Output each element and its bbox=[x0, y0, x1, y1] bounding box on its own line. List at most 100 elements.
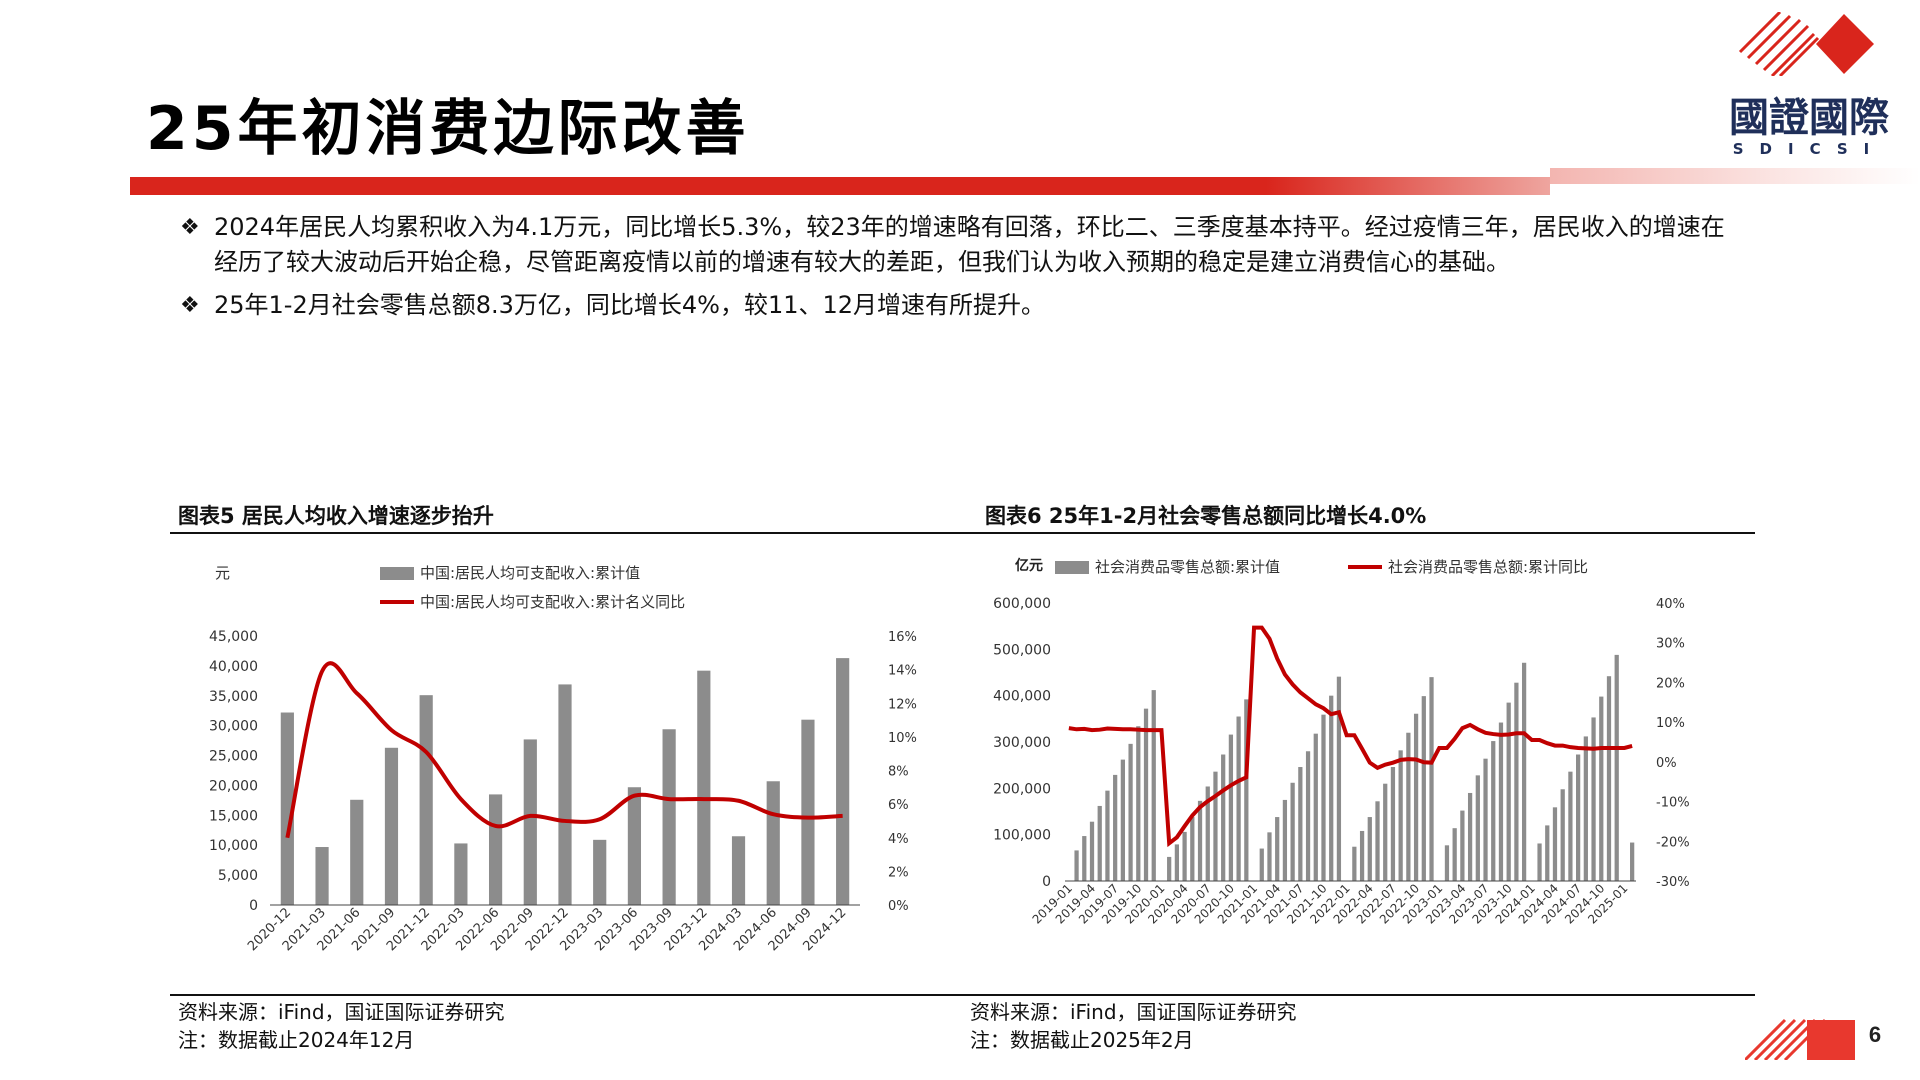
bar bbox=[836, 658, 850, 905]
y-tick-label: 15,000 bbox=[209, 808, 258, 824]
y-tick-label: 25,000 bbox=[209, 749, 258, 765]
bar bbox=[1336, 676, 1342, 881]
bar bbox=[1182, 831, 1187, 881]
y2-tick-label: 12% bbox=[888, 697, 917, 712]
bar bbox=[1560, 789, 1565, 881]
y-tick-label: 200,000 bbox=[993, 781, 1051, 797]
bar bbox=[1591, 717, 1596, 881]
bullet-diamond-icon: ❖ bbox=[180, 293, 200, 318]
bar bbox=[1205, 786, 1210, 881]
bar bbox=[488, 794, 503, 905]
bar bbox=[1359, 830, 1365, 881]
y-tick-label: 0 bbox=[249, 898, 258, 914]
header-band-light bbox=[1550, 168, 1920, 184]
y2-tick-label: 16% bbox=[888, 630, 917, 645]
bullet-list: ❖ 2024年居民人均累积收入为4.1万元，同比增长5.3%，较23年的增速略有… bbox=[180, 210, 1740, 331]
figure-6-source: 资料来源：iFind，国证国际证券研究 注：数据截止2025年2月 bbox=[970, 998, 1297, 1054]
page-title: 25年初消费边际改善 bbox=[146, 94, 750, 164]
bar bbox=[801, 719, 815, 905]
retail-sales-chart: 亿元 社会消费品零售总额:累计值 社会消费品零售总额:累计同比 600,000 50… bbox=[993, 557, 1690, 927]
bar bbox=[1421, 696, 1426, 881]
bar bbox=[1367, 817, 1372, 881]
y2-tick-label: 20% bbox=[1656, 676, 1685, 691]
bar bbox=[1576, 754, 1581, 881]
bar bbox=[419, 695, 433, 905]
bar bbox=[593, 839, 607, 905]
bar bbox=[1329, 695, 1334, 881]
bar bbox=[1267, 832, 1272, 881]
bar bbox=[1105, 790, 1110, 881]
legend-label: 中国:居民人均可支配收入:累计名义同比 bbox=[420, 593, 685, 611]
bar bbox=[1390, 767, 1396, 881]
bar bbox=[454, 843, 468, 905]
bar bbox=[1136, 726, 1141, 881]
bar bbox=[1097, 805, 1102, 881]
bullet-text: 25年1-2月社会零售总额8.3万亿，同比增长4%，较11、12月增速有所提升。 bbox=[214, 291, 1046, 319]
y2-tick-label: -20% bbox=[1656, 835, 1690, 850]
bar bbox=[1406, 732, 1411, 881]
y-axis-unit-label: 元 bbox=[215, 564, 230, 582]
bar bbox=[1483, 758, 1488, 881]
y2-tick-label: 6% bbox=[888, 798, 909, 813]
bar bbox=[1599, 696, 1604, 881]
retail-growth-line bbox=[1068, 625, 1633, 848]
bar bbox=[1514, 682, 1519, 881]
bullet-text: 2024年居民人均累积收入为4.1万元，同比增长5.3%，较23年的增速略有回落… bbox=[214, 213, 1725, 276]
y-tick-label: 100,000 bbox=[993, 828, 1051, 844]
bar bbox=[1630, 842, 1635, 881]
bar bbox=[1213, 771, 1218, 881]
legend-label: 中国:居民人均可支配收入:累计值 bbox=[420, 564, 640, 582]
bar bbox=[1120, 759, 1125, 881]
bar bbox=[1429, 677, 1434, 881]
bar bbox=[1398, 750, 1403, 881]
y2-tick-label: -10% bbox=[1656, 796, 1690, 811]
y2-tick-label: 14% bbox=[888, 664, 917, 679]
page-number: 6 bbox=[1868, 1022, 1882, 1047]
legend-bar-swatch bbox=[1055, 561, 1089, 574]
y-tick-label: 500,000 bbox=[993, 642, 1051, 658]
bar bbox=[1174, 844, 1180, 881]
legend-bar-swatch bbox=[380, 567, 414, 580]
bar bbox=[662, 729, 676, 905]
bullet-diamond-icon: ❖ bbox=[180, 215, 200, 240]
bar bbox=[1545, 825, 1550, 881]
legend-label: 社会消费品零售总额:累计同比 bbox=[1388, 558, 1588, 576]
source-line: 资料来源：iFind，国证国际证券研究 bbox=[970, 1000, 1297, 1024]
bar bbox=[766, 781, 780, 905]
figure-top-rule bbox=[170, 532, 1755, 534]
bar bbox=[558, 684, 572, 905]
bar bbox=[1467, 792, 1473, 881]
bar bbox=[1151, 690, 1156, 881]
bar bbox=[1375, 801, 1380, 881]
bullet-item: ❖ 2024年居民人均累积收入为4.1万元，同比增长5.3%，较23年的增速略有… bbox=[180, 210, 1740, 280]
y2-tick-label: 10% bbox=[888, 731, 917, 746]
bar bbox=[1383, 783, 1388, 881]
logo-text: 國證國際 bbox=[1729, 94, 1889, 141]
bar bbox=[1568, 771, 1573, 881]
y-tick-label: 600,000 bbox=[993, 596, 1051, 612]
bar bbox=[1074, 850, 1079, 881]
bar bbox=[280, 712, 294, 905]
bar bbox=[1290, 782, 1295, 881]
bar bbox=[731, 836, 746, 905]
bar bbox=[1475, 775, 1480, 881]
y2-tick-label: 2% bbox=[888, 865, 909, 880]
header-band bbox=[130, 177, 1550, 195]
bar bbox=[1352, 846, 1357, 881]
bar bbox=[1498, 722, 1504, 881]
y-tick-label: 300,000 bbox=[993, 735, 1051, 751]
bar bbox=[1298, 767, 1303, 881]
bar bbox=[697, 670, 711, 905]
bar bbox=[1128, 743, 1133, 881]
bar bbox=[1275, 817, 1280, 881]
y2-tick-label: 30% bbox=[1656, 637, 1685, 652]
y-tick-label: 40,000 bbox=[209, 659, 258, 675]
y2-tick-label: 0% bbox=[888, 899, 909, 914]
bar bbox=[627, 787, 642, 905]
bar bbox=[1614, 654, 1619, 881]
bullet-item: ❖ 25年1-2月社会零售总额8.3万亿，同比增长4%，较11、12月增速有所提… bbox=[180, 288, 1740, 323]
y2-tick-label: 4% bbox=[888, 832, 909, 847]
figure-5-source: 资料来源：iFind，国证国际证券研究 注：数据截止2024年12月 bbox=[178, 998, 505, 1054]
note-line: 注：数据截止2024年12月 bbox=[178, 1028, 415, 1052]
